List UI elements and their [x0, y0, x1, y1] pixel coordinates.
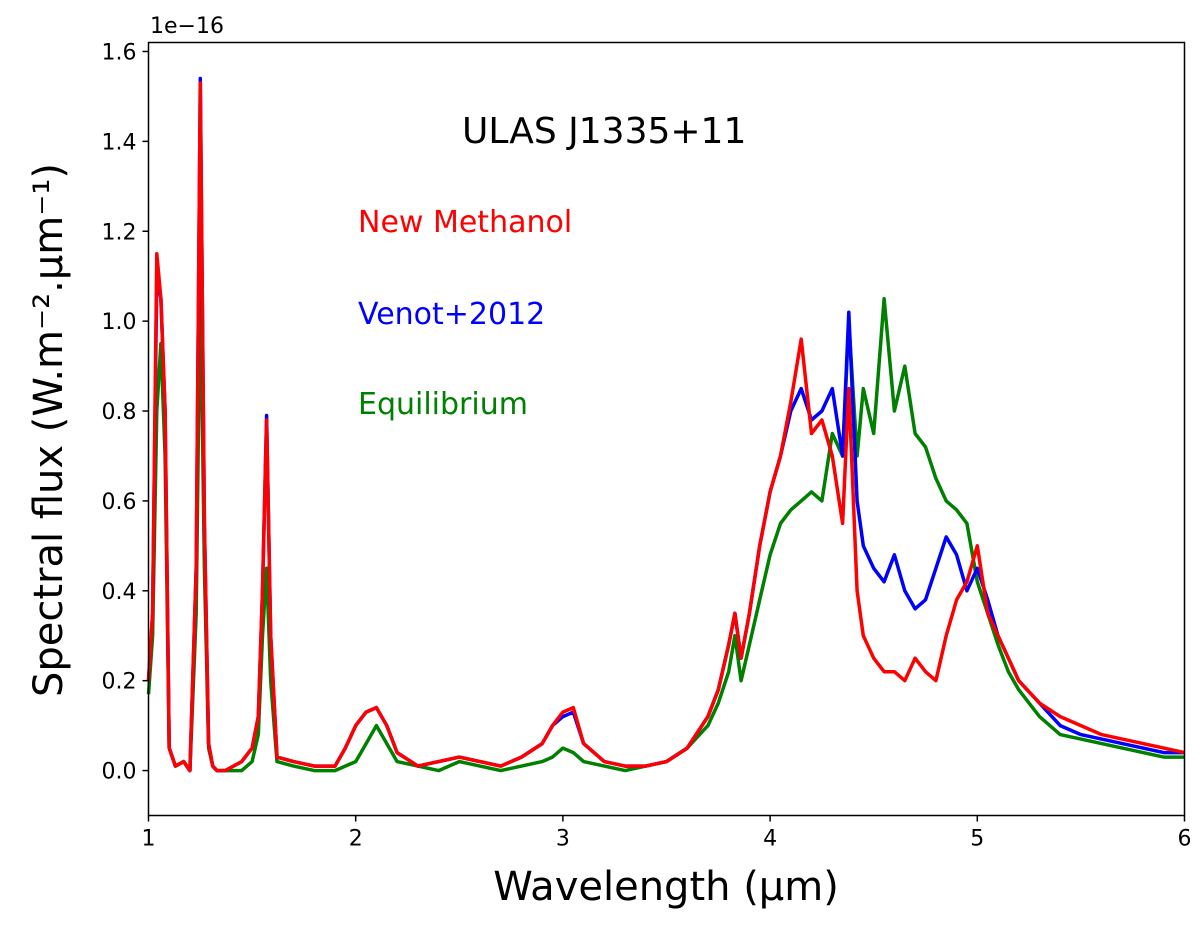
y-tick-label: 0.4: [102, 580, 137, 605]
y-axis-label: Spectral flux (W.m⁻².μm⁻¹): [26, 163, 72, 697]
y-tick-label: 1.4: [102, 130, 137, 155]
x-tick-label: 5: [970, 827, 984, 852]
legend-entry-equilibrium: Equilibrium: [358, 387, 528, 422]
y-tick-label: 1.2: [102, 220, 137, 245]
series-line-new-methanol: [146, 81, 1185, 773]
legend-entry-new-methanol: New Methanol: [358, 205, 572, 240]
y-tick-label: 1.6: [102, 40, 137, 65]
x-tick-label: 3: [556, 827, 570, 852]
y-tick-label: 0.0: [102, 760, 137, 785]
legend-entry-venot-2012: Venot+2012: [358, 297, 545, 332]
y-axis-ticks: 0.0 0.2 0.4 0.6 0.8 1.0 1.2 1.4 1.6: [102, 40, 149, 785]
x-axis-label: Wavelength (μm): [493, 864, 839, 910]
y-tick-label: 0.6: [102, 490, 137, 515]
x-tick-label: 4: [763, 827, 777, 852]
x-axis-ticks: 1 2 3 4 5 6: [142, 815, 1192, 852]
y-tick-label: 0.2: [102, 670, 137, 695]
y-tick-label: 1.0: [102, 310, 137, 335]
y-exponent-label: 1e−16: [150, 14, 224, 39]
x-tick-label: 6: [1178, 827, 1192, 852]
chart-title: ULAS J1335+11: [462, 111, 746, 152]
x-tick-label: 1: [142, 827, 156, 852]
series-layer: [146, 76, 1185, 773]
x-tick-label: 2: [349, 827, 363, 852]
plot-background: [148, 42, 1185, 816]
y-tick-label: 0.8: [102, 400, 137, 425]
plot-frame: [147, 41, 1186, 817]
